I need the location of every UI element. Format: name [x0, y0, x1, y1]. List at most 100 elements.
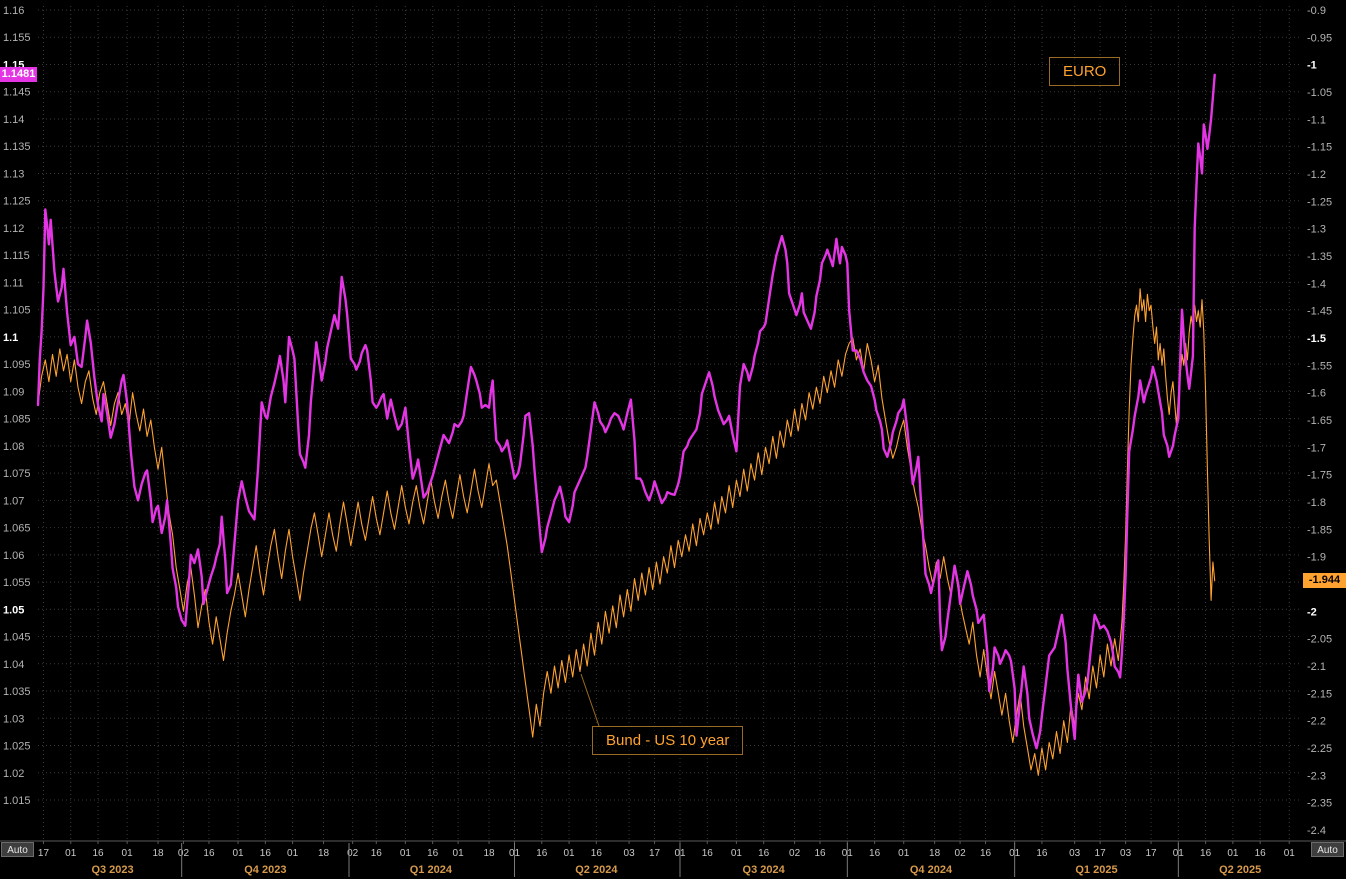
euro-line-series — [36, 73, 1216, 750]
svg-text:1.115: 1.115 — [3, 250, 30, 262]
spread-series-label[interactable]: Bund - US 10 year — [592, 726, 744, 755]
svg-text:-1.75: -1.75 — [1307, 470, 1332, 482]
svg-text:-2.25: -2.25 — [1307, 743, 1332, 755]
svg-text:1.08: 1.08 — [3, 441, 24, 453]
svg-text:-2.2: -2.2 — [1307, 716, 1326, 728]
svg-text:16: 16 — [1255, 848, 1267, 859]
svg-text:1.155: 1.155 — [3, 32, 31, 44]
svg-text:-2.15: -2.15 — [1307, 688, 1332, 700]
svg-text:01: 01 — [400, 848, 412, 859]
svg-text:-2.05: -2.05 — [1307, 634, 1332, 646]
svg-text:1.035: 1.035 — [3, 686, 31, 698]
svg-text:16: 16 — [869, 848, 881, 859]
y-axis-right[interactable]: -0.9 -0.95 -1 -1.05 -1.1 -1.15 -1.2 -1.25 -1.3 -1… — [1307, 5, 1332, 837]
svg-text:1.1: 1.1 — [3, 332, 18, 344]
euro-series-label[interactable]: EURO — [1049, 57, 1121, 86]
svg-text:Q2 2024: Q2 2024 — [575, 864, 618, 876]
svg-text:02: 02 — [347, 848, 359, 859]
svg-text:16: 16 — [980, 848, 992, 859]
svg-text:18: 18 — [929, 848, 941, 859]
svg-text:02: 02 — [789, 848, 801, 859]
svg-text:18: 18 — [483, 848, 495, 859]
svg-text:16: 16 — [203, 848, 215, 859]
svg-text:1.03: 1.03 — [3, 713, 24, 725]
svg-text:Q3 2023: Q3 2023 — [91, 864, 133, 876]
right-axis-auto-scale-button[interactable]: Auto — [1311, 842, 1344, 857]
svg-text:17: 17 — [38, 848, 50, 859]
svg-text:Q1 2025: Q1 2025 — [1075, 864, 1117, 876]
svg-text:1.12: 1.12 — [3, 223, 24, 235]
svg-text:-1.5: -1.5 — [1307, 333, 1326, 345]
svg-text:02: 02 — [955, 848, 967, 859]
svg-text:1.085: 1.085 — [3, 414, 31, 426]
svg-text:-2: -2 — [1307, 606, 1317, 618]
svg-text:-2.3: -2.3 — [1307, 770, 1326, 782]
grid-lines — [38, 6, 1302, 841]
svg-text:1.025: 1.025 — [3, 741, 31, 753]
spread-last-value-badge: -1.944 — [1303, 573, 1346, 589]
svg-text:1.16: 1.16 — [3, 5, 24, 17]
svg-text:1.045: 1.045 — [3, 632, 31, 644]
left-axis-auto-scale-button[interactable]: Auto — [1, 842, 34, 857]
svg-text:16: 16 — [591, 848, 603, 859]
svg-text:01: 01 — [122, 848, 134, 859]
svg-text:-1.35: -1.35 — [1307, 251, 1332, 263]
svg-text:03: 03 — [1069, 848, 1081, 859]
svg-text:1.125: 1.125 — [3, 196, 31, 208]
svg-text:-1.6: -1.6 — [1307, 388, 1326, 400]
svg-text:1.14: 1.14 — [3, 114, 24, 126]
svg-text:Q4 2024: Q4 2024 — [910, 864, 953, 876]
svg-text:03: 03 — [624, 848, 636, 859]
svg-text:01: 01 — [453, 848, 465, 859]
svg-text:1.11: 1.11 — [3, 277, 24, 289]
svg-text:18: 18 — [318, 848, 330, 859]
svg-text:01: 01 — [563, 848, 575, 859]
svg-text:-0.9: -0.9 — [1307, 5, 1326, 17]
svg-text:-1: -1 — [1307, 60, 1317, 72]
euro-last-price-badge: 1.1481 — [0, 67, 37, 83]
svg-text:17: 17 — [649, 848, 661, 859]
svg-text:17: 17 — [1095, 848, 1107, 859]
svg-text:17: 17 — [1145, 848, 1157, 859]
svg-text:18: 18 — [152, 848, 164, 859]
svg-text:1.09: 1.09 — [3, 386, 24, 398]
svg-text:1.135: 1.135 — [3, 141, 31, 153]
x-axis[interactable]: 17 01 16 01 18 02 16 01 16 01 18 02 16 01 16 01 18 01 16 01… — [0, 840, 1346, 877]
svg-text:16: 16 — [427, 848, 439, 859]
svg-text:Q4 2023: Q4 2023 — [244, 864, 286, 876]
svg-text:1.06: 1.06 — [3, 550, 24, 562]
svg-text:01: 01 — [1227, 848, 1239, 859]
svg-text:-1.85: -1.85 — [1307, 524, 1332, 536]
svg-text:01: 01 — [731, 848, 743, 859]
svg-text:16: 16 — [1200, 848, 1212, 859]
svg-text:1.02: 1.02 — [3, 768, 24, 780]
svg-text:01: 01 — [65, 848, 77, 859]
svg-text:16: 16 — [536, 848, 548, 859]
svg-text:-1.2: -1.2 — [1307, 169, 1326, 181]
svg-text:01: 01 — [898, 848, 910, 859]
svg-text:01: 01 — [287, 848, 299, 859]
svg-text:16: 16 — [260, 848, 272, 859]
svg-text:16: 16 — [1036, 848, 1048, 859]
svg-text:1.055: 1.055 — [3, 577, 31, 589]
svg-text:1.015: 1.015 — [3, 795, 31, 807]
svg-text:-1.55: -1.55 — [1307, 360, 1332, 372]
svg-text:-2.4: -2.4 — [1307, 825, 1326, 837]
svg-text:Q2 2025: Q2 2025 — [1219, 864, 1261, 876]
svg-text:1.04: 1.04 — [3, 659, 24, 671]
svg-text:1.07: 1.07 — [3, 495, 24, 507]
svg-text:02: 02 — [178, 848, 190, 859]
svg-text:-1.05: -1.05 — [1307, 87, 1332, 99]
svg-text:-1.8: -1.8 — [1307, 497, 1326, 509]
spread-line-series — [37, 288, 1216, 776]
svg-text:-2.1: -2.1 — [1307, 661, 1326, 673]
svg-text:01: 01 — [1284, 848, 1296, 859]
y-axis-left[interactable]: 1.161.1551.151.1451.141.1351.131.1251.12… — [3, 5, 31, 807]
svg-text:16: 16 — [758, 848, 770, 859]
svg-text:-1.65: -1.65 — [1307, 415, 1332, 427]
svg-text:-1.9: -1.9 — [1307, 552, 1326, 564]
svg-text:-1.25: -1.25 — [1307, 196, 1332, 208]
svg-text:1.05: 1.05 — [3, 604, 24, 616]
svg-text:1.105: 1.105 — [3, 305, 31, 317]
